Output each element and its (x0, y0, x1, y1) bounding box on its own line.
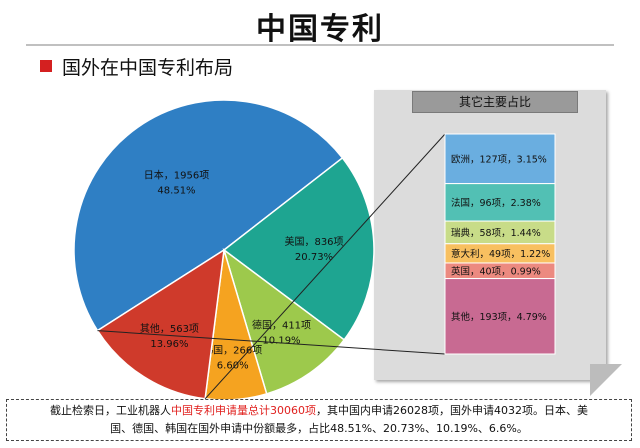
bar-label-1: 法国，96项，2.38% (451, 197, 541, 209)
bar-label-3: 意大利，49项，1.22% (451, 248, 550, 260)
bar-label-5: 其他，193项，4.79% (451, 311, 547, 323)
footnote-text-3: 国、德国、韩国在国外申请中份额最多，占比48.51%、20.73%、10.19%… (110, 422, 528, 435)
pie-label-0: 日本，1956项 (144, 169, 209, 182)
pie-slice-2 (222, 248, 346, 395)
pie-percent-2: 10.19% (262, 336, 300, 347)
pie-slice-0 (73, 99, 344, 332)
footnote-text-1: 截止检索日，工业机器人 (50, 404, 171, 417)
title-divider (26, 44, 614, 46)
pie-label-3: 韩国，266项 (203, 344, 262, 357)
side-panel-title: 其它主要占比 (412, 91, 578, 113)
bar-segment-1 (444, 183, 556, 222)
footnote-highlight: 中国专利申请量总计30060项 (171, 404, 316, 417)
pie-label-1: 美国，836项 (284, 235, 343, 248)
section-bullet-icon (40, 60, 52, 72)
bar-label-2: 瑞典，58项，1.44% (451, 227, 541, 239)
pie-slice-1 (222, 156, 375, 341)
bar-label-4: 英国，40项，0.99% (451, 265, 541, 277)
footnote-text-2: ，其中国内申请26028项，国外申请4032项。日本、美 (316, 404, 588, 417)
pie-slice-4 (96, 248, 225, 400)
footnote: 截止检索日，工业机器人中国专利申请量总计30060项，其中国内申请26028项，… (6, 399, 632, 441)
bar-segment-0 (444, 133, 556, 185)
connector-line-top (204, 133, 446, 400)
page-curl-icon (590, 364, 622, 396)
pie-label-4: 其他，563项 (140, 322, 199, 335)
pie-percent-3: 6.60% (217, 361, 249, 372)
section-title: 国外在中国专利布局 (62, 57, 234, 79)
pie-percent-1: 20.73% (295, 252, 333, 263)
connector-line-bottom (97, 330, 446, 355)
pie-label-2: 德国，411项 (252, 319, 311, 332)
pie-percent-4: 13.96% (150, 339, 188, 350)
bar-label-0: 欧洲，127项，3.15% (451, 153, 547, 165)
pie-percent-0: 48.51% (157, 186, 195, 197)
bar-segment-5 (444, 278, 556, 355)
page-title: 中国专利 (256, 12, 384, 47)
